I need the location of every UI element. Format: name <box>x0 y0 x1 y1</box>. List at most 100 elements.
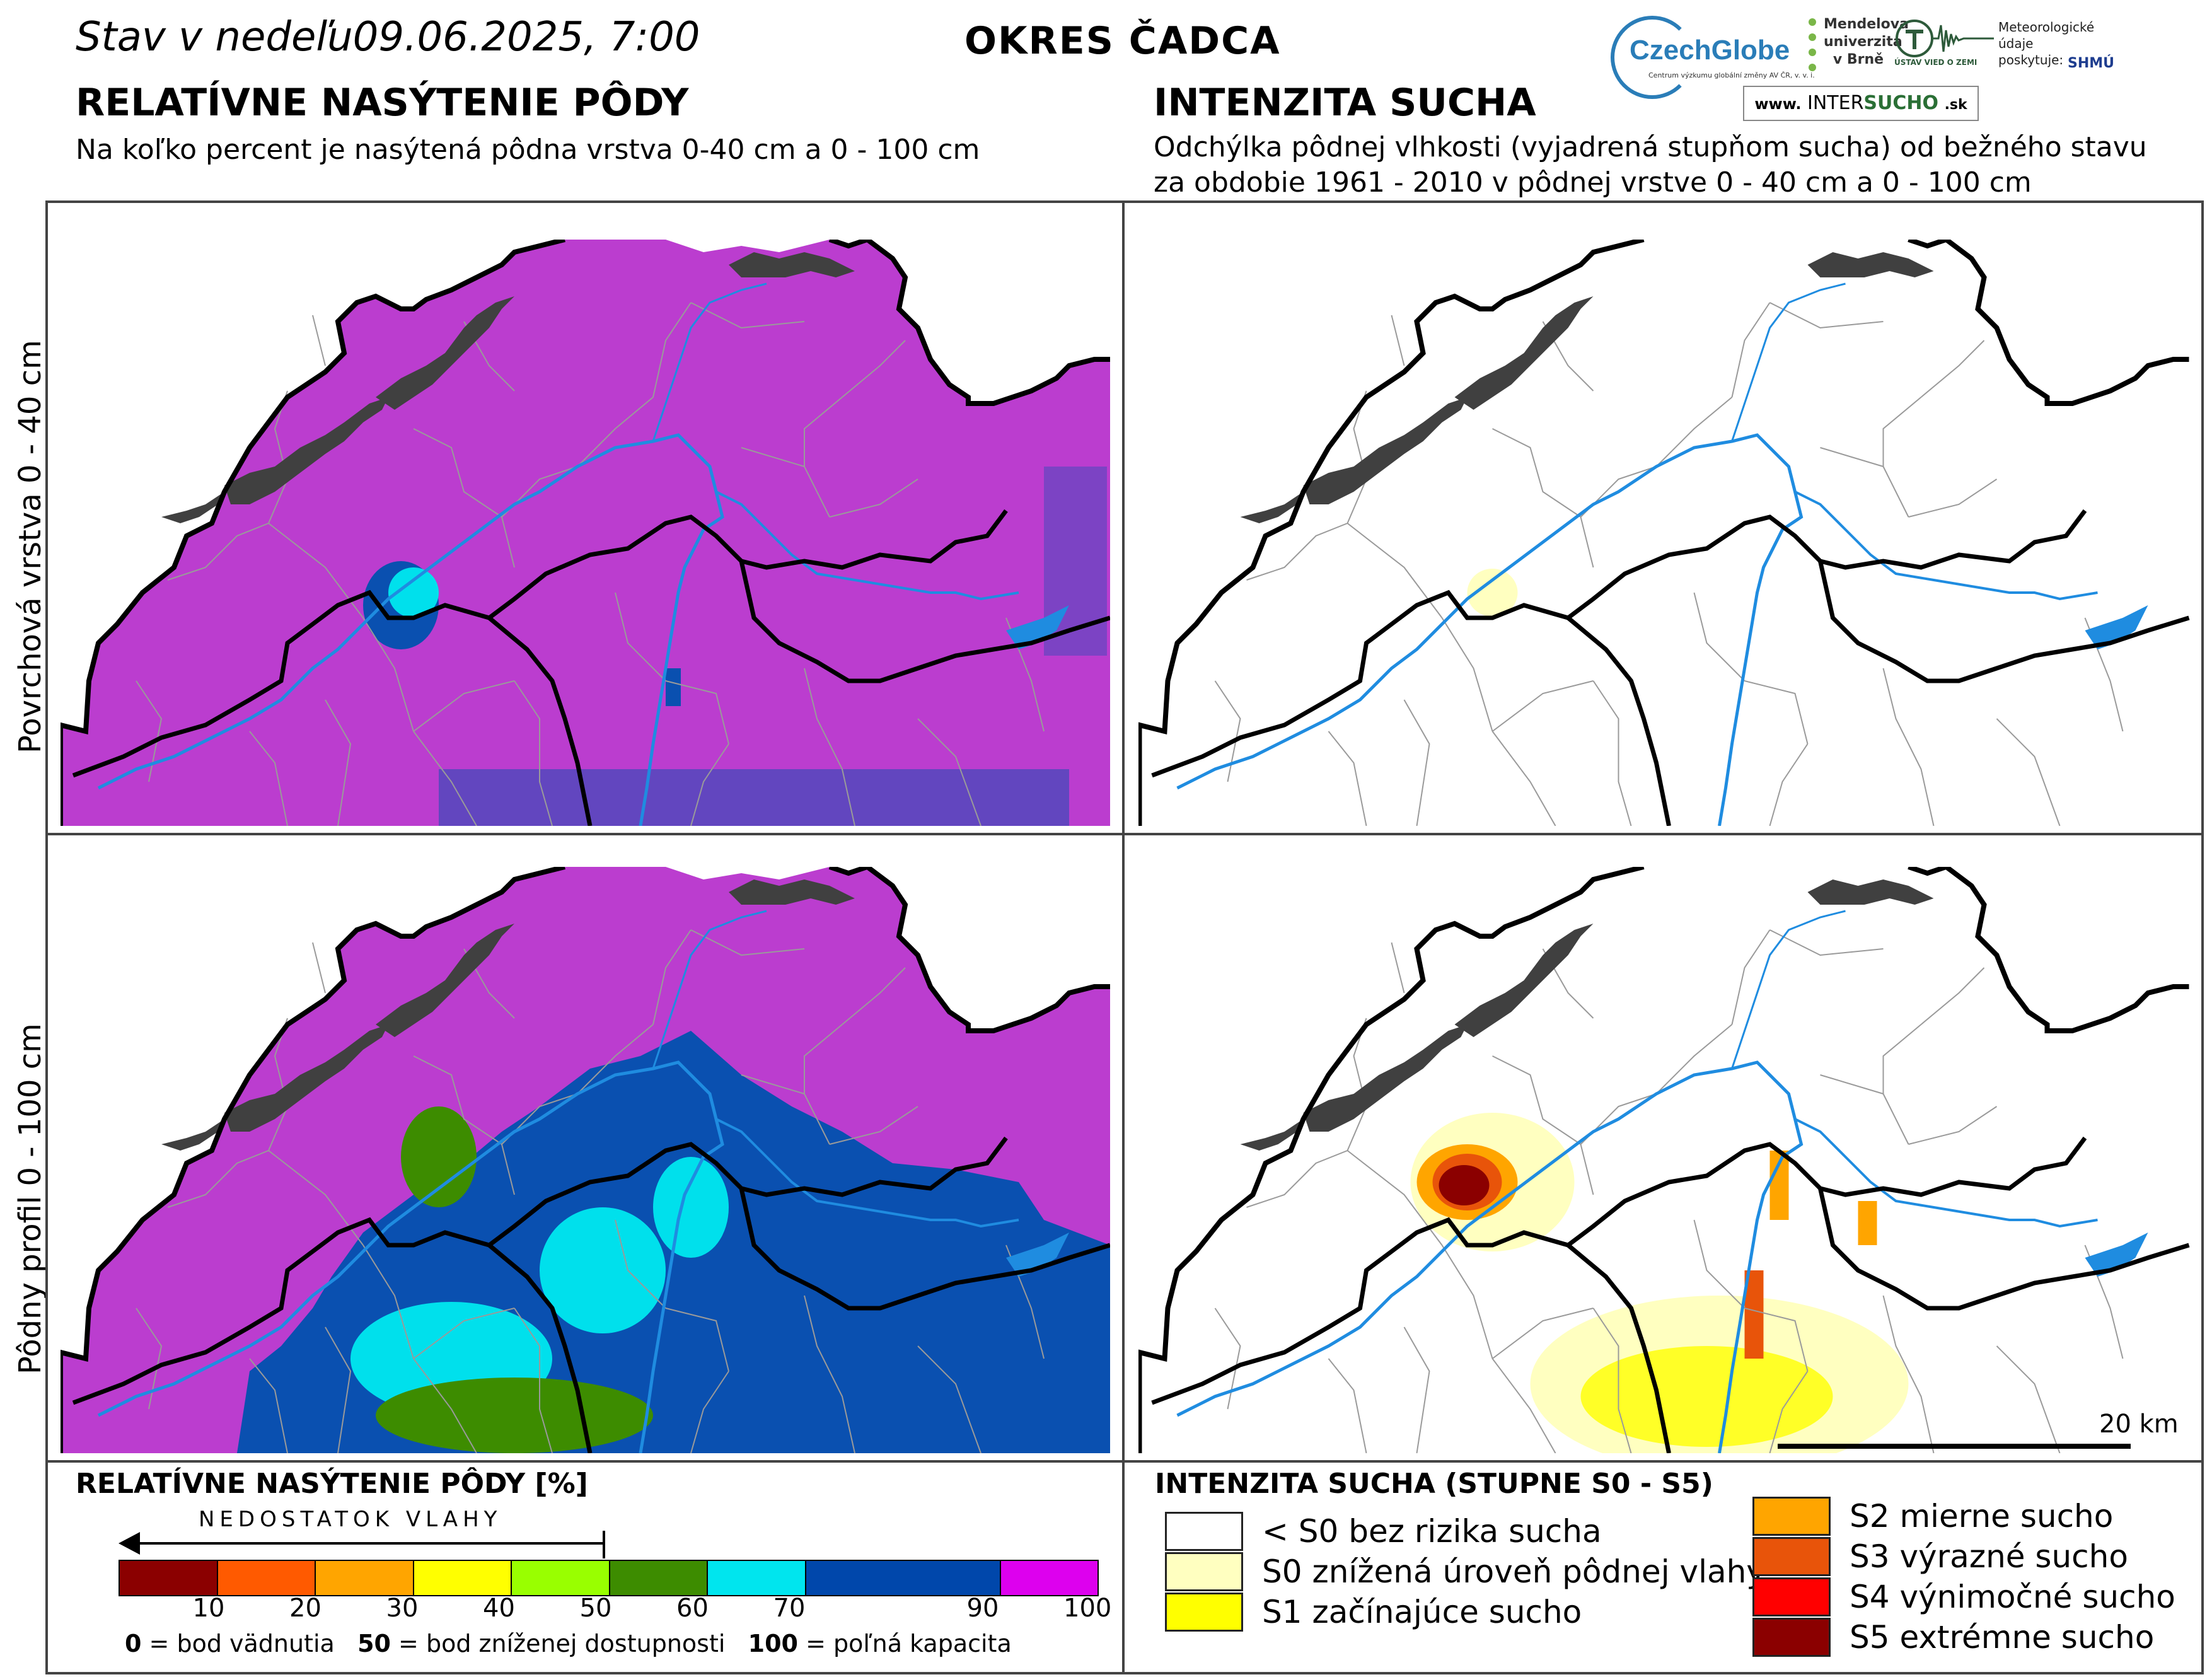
municipal-boundary <box>362 1245 414 1359</box>
municipal-boundary <box>665 1308 729 1372</box>
row-label-top: Povrchová vrstva 0 - 40 cm <box>13 340 48 753</box>
state-border <box>61 867 1110 1453</box>
municipal-boundary <box>1882 1295 1935 1453</box>
municipal-boundary <box>1920 340 1985 398</box>
municipal-boundary <box>1882 397 1922 467</box>
river <box>1794 490 2098 601</box>
municipal-boundary <box>577 397 654 467</box>
municipal-boundary <box>1492 1055 1582 1145</box>
dr-bottom-lines <box>1138 867 2190 1453</box>
scale-label: 20 km <box>2099 1410 2179 1439</box>
municipal-boundary <box>136 1308 163 1410</box>
drought-legend-swatch <box>1752 1577 1831 1616</box>
colorbar-swatch <box>217 1561 316 1595</box>
municipal-boundary <box>1491 680 1594 732</box>
municipal-boundary <box>1744 1308 1809 1372</box>
municipal-boundary <box>1214 680 1241 782</box>
drought-legend-item: S4 výnimočné sucho <box>1752 1577 2175 1616</box>
municipal-boundary <box>167 523 269 581</box>
district-border <box>487 616 593 826</box>
reservoir <box>376 296 514 410</box>
saturation-subtitle: Na koľko percent je nasýtená pôdna vrstv… <box>76 134 980 166</box>
panel-grid <box>45 200 2204 1674</box>
map-saturation-top <box>61 240 1110 826</box>
municipal-boundary <box>1214 1308 1241 1410</box>
row-label-bottom: Pôdny profil 0 - 100 cm <box>13 1023 48 1374</box>
map-saturation-bottom <box>61 867 1110 1453</box>
meteo-logo: Meteorologické údaje poskytuje: SHMÚ <box>1998 19 2143 88</box>
date-value: 09.06.2025, 7:00 <box>352 14 700 61</box>
sat-bottom-lines <box>61 867 1110 1453</box>
intersucho-b: SUCHO <box>1863 92 1939 114</box>
municipal-boundary <box>1769 743 1809 826</box>
municipal-boundary <box>829 1106 918 1145</box>
municipal-boundary <box>1491 1358 1556 1453</box>
drought-legend-label: S5 extrémne sucho <box>1850 1619 2155 1656</box>
district-title: OKRES ČADCA <box>964 19 1281 63</box>
note-100-value: 100 <box>748 1630 798 1657</box>
saturation-title: RELATÍVNE NASÝTENIE PÔDY <box>76 81 689 125</box>
drought-legend-item: S3 výrazné sucho <box>1752 1537 2128 1576</box>
municipal-boundary <box>501 1144 515 1195</box>
reservoir <box>224 1024 388 1132</box>
municipal-boundary <box>1403 1326 1430 1453</box>
reservoir <box>1303 1024 1468 1132</box>
intersucho-logo: www. INTERSUCHO .sk <box>1743 86 1979 121</box>
river <box>1731 910 1846 1069</box>
municipal-boundary <box>1441 1245 1493 1359</box>
municipal-boundary <box>413 1308 515 1359</box>
reservoir <box>1807 879 1934 905</box>
drought-subtitle-1: Odchýlka pôdnej vlhkosti (vyjadrená stup… <box>1154 131 2147 163</box>
district-border <box>739 560 1110 683</box>
municipal-boundary <box>690 1371 729 1453</box>
municipal-boundary <box>514 1308 553 1453</box>
municipal-boundary <box>413 428 502 518</box>
intersucho-www: www. <box>1754 95 1802 113</box>
district-border <box>1151 1136 2087 1405</box>
colorbar-tick-label: 10 <box>192 1594 225 1623</box>
municipal-boundary <box>413 1358 477 1453</box>
municipal-boundary <box>804 1024 843 1094</box>
reservoir <box>1006 605 1069 649</box>
district-border <box>739 1188 1110 1311</box>
municipal-boundary <box>1731 929 1771 1025</box>
colorbar-swatch <box>316 1561 414 1595</box>
municipal-boundary <box>1693 592 1746 682</box>
drought-legend-label: S4 výnimočné sucho <box>1850 1579 2175 1615</box>
municipal-boundary <box>804 397 843 467</box>
reservoir <box>1006 1233 1069 1277</box>
note-100-text: = poľná kapacita <box>798 1630 1012 1657</box>
colorbar-swatch <box>708 1561 806 1595</box>
reservoir <box>2085 605 2148 649</box>
drought-legend-swatch <box>1752 1497 1831 1536</box>
dr-top-fill <box>1139 240 2189 826</box>
arrow-line <box>126 1542 605 1545</box>
municipal-boundary <box>1882 1024 1922 1094</box>
reservoir <box>2085 1233 2148 1277</box>
municipal-boundary <box>1908 479 1998 518</box>
colorbar-tick-label: 40 <box>483 1594 515 1623</box>
reservoir <box>1454 924 1594 1037</box>
note-50-value: 50 <box>357 1630 391 1657</box>
colorbar-swatch <box>120 1561 218 1595</box>
drought-legend-swatch <box>1165 1512 1243 1551</box>
map-class-area <box>439 769 1069 826</box>
municipal-boundary <box>842 340 906 398</box>
municipal-boundary <box>1491 1308 1594 1359</box>
municipal-boundary <box>804 668 855 826</box>
municipal-boundary <box>829 479 918 518</box>
colorbar-tick-label: 60 <box>676 1594 709 1623</box>
colorbar-swatch <box>512 1561 610 1595</box>
drought-legend-swatch <box>1165 1552 1243 1591</box>
state-border <box>1138 240 2189 826</box>
reservoir <box>1807 252 1934 277</box>
river <box>1731 282 1846 442</box>
reservoir <box>161 492 224 523</box>
municipal-boundary <box>917 718 982 826</box>
municipal-boundary <box>1655 1024 1733 1094</box>
reservoir <box>729 252 855 277</box>
district-border <box>72 1136 1008 1405</box>
reservoir <box>729 879 855 905</box>
czechglobe-logo: CzechGlobe Centrum výzkumu globální změn… <box>1611 16 1815 99</box>
note-0-value: 0 <box>125 1630 142 1657</box>
